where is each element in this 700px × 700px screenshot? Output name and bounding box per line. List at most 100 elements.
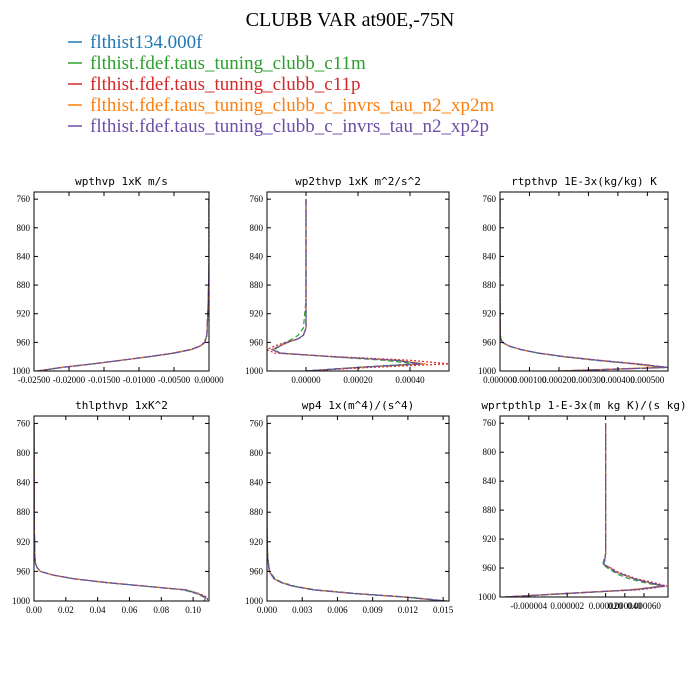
x-tick-label: 0.000000: [483, 375, 517, 385]
series-line: [267, 423, 445, 601]
series-line: [509, 423, 662, 597]
chart-panel: wp4 1x(m^4)/(s^4) 760 800 840 880 920 960 1000 0…: [245, 399, 454, 615]
y-tick-label: 960: [17, 566, 31, 576]
x-tick-label: 0.000200: [542, 375, 576, 385]
series-line: [36, 199, 209, 371]
y-tick-label: 880: [17, 280, 31, 290]
y-tick-label: 960: [483, 337, 497, 347]
x-tick-label: -0.00500: [158, 375, 191, 385]
panel-title: rtpthvp 1E-3x(kg/kg) K: [511, 175, 657, 188]
series-line: [500, 199, 663, 371]
y-tick-label: 880: [483, 280, 497, 290]
y-tick-label: 800: [483, 447, 497, 457]
x-tick-label: 0.000300: [572, 375, 606, 385]
panel-title: wp4 1x(m^4)/(s^4): [302, 399, 415, 412]
series-line: [500, 199, 666, 371]
panel-title: wprtpthlp 1-E-3x(m kg K)/(s kg): [481, 399, 686, 412]
series-line: [267, 423, 446, 601]
series-line: [37, 199, 209, 371]
y-tick-label: 760: [250, 194, 264, 204]
series-line: [504, 423, 662, 597]
y-tick-label: 920: [250, 537, 264, 547]
figure-title: CLUBB VAR at90E,-75N: [246, 9, 455, 31]
plot-frame: [266, 415, 450, 602]
legend-entry: flthist.fdef.taus_tuning_clubb_c_invrs_t…: [90, 116, 489, 137]
x-tick-label: 0.000002: [550, 601, 584, 611]
series-line: [267, 423, 447, 601]
x-tick-label: -0.000004: [510, 601, 547, 611]
y-tick-label: 760: [250, 418, 264, 428]
series-line: [34, 423, 207, 601]
x-tick-label: -0.01500: [88, 375, 121, 385]
legend-entry: flthist.fdef.taus_tuning_clubb_c_invrs_t…: [90, 95, 494, 116]
series-line: [504, 423, 664, 597]
chart-panel: wpthvp 1xK m/s7608008408809209601000-0.0…: [12, 175, 224, 385]
x-tick-label: 0.000040: [608, 601, 642, 611]
chart-panel: wp2thvp 1xK m^2/s^2 760 800 840 880 920 960 100…: [245, 175, 450, 385]
x-tick-label: 0.00000: [194, 375, 224, 385]
x-tick-label: 0.015: [433, 605, 454, 615]
x-tick-label: 0.00020: [343, 375, 373, 385]
y-tick-label: 960: [250, 337, 264, 347]
plot-frame: [499, 191, 669, 372]
series-line: [270, 199, 424, 371]
y-tick-label: 960: [17, 337, 31, 347]
x-tick-label: 0.000500: [630, 375, 664, 385]
x-tick-label: 0.000060: [627, 601, 661, 611]
x-tick-label: 0.00000: [291, 375, 321, 385]
y-tick-label: 840: [250, 478, 264, 488]
y-tick-label: 840: [483, 251, 497, 261]
x-tick-label: 0.009: [363, 605, 384, 615]
series-line: [500, 199, 660, 371]
series-line: [500, 199, 668, 371]
series-line: [37, 199, 209, 371]
legend-entry: flthist.fdef.taus_tuning_clubb_c11m: [90, 53, 366, 74]
y-tick-label: 800: [250, 223, 264, 233]
x-tick-label: 0.08: [153, 605, 169, 615]
y-tick-label: 760: [483, 194, 497, 204]
y-tick-label: 1000: [12, 596, 31, 606]
y-tick-label: 920: [250, 309, 264, 319]
x-tick-label: 0.006: [327, 605, 348, 615]
series-line: [34, 423, 206, 601]
series-line: [270, 199, 421, 371]
y-tick-label: 840: [483, 476, 497, 486]
legend-entry: flthist.fdef.taus_tuning_clubb_c11p: [90, 74, 361, 95]
series-line: [34, 423, 209, 601]
y-tick-label: 760: [17, 194, 31, 204]
legend: flthist134.000fflthist.fdef.taus_tuning_…: [68, 32, 494, 137]
series-line: [500, 199, 668, 371]
y-tick-label: 880: [483, 505, 497, 515]
series-line: [34, 423, 207, 601]
y-tick-label: 800: [17, 223, 31, 233]
y-tick-label: 840: [17, 251, 31, 261]
y-tick-label: 800: [483, 223, 497, 233]
x-tick-label: 0.000020: [589, 601, 623, 611]
y-tick-label: 920: [483, 309, 497, 319]
series-line: [504, 423, 668, 597]
series-line: [34, 423, 207, 601]
y-tick-label: 880: [250, 507, 264, 517]
y-tick-label: 920: [483, 534, 497, 544]
chart-panel: rtpthvp 1E-3x(kg/kg) K 760 800 840 880 920 960…: [478, 175, 669, 385]
series-line: [267, 423, 446, 601]
y-tick-label: 1000: [245, 596, 264, 606]
chart-panel: thlpthvp 1xK^2 760 800 840 880 920 960 10000.00…: [12, 399, 210, 615]
x-tick-label: 0.003: [292, 605, 313, 615]
panel-title: wpthvp 1xK m/s: [75, 175, 168, 188]
legend-entry: flthist134.000f: [90, 32, 203, 53]
x-tick-label: -0.01000: [123, 375, 156, 385]
x-tick-label: 0.06: [122, 605, 138, 615]
panels: wpthvp 1xK m/s 760 800 840 880 920 960 1000 -0.0…: [12, 175, 687, 615]
y-tick-label: 1000: [12, 366, 31, 376]
x-tick-label: 0.00: [26, 605, 42, 615]
y-tick-label: 800: [250, 448, 264, 458]
y-tick-label: 840: [17, 478, 31, 488]
x-tick-label: 0.10: [185, 605, 201, 615]
y-tick-label: 960: [250, 566, 264, 576]
series-line: [273, 199, 416, 371]
y-tick-label: 960: [483, 563, 497, 573]
y-tick-label: 760: [17, 418, 31, 428]
y-tick-label: 920: [17, 537, 31, 547]
